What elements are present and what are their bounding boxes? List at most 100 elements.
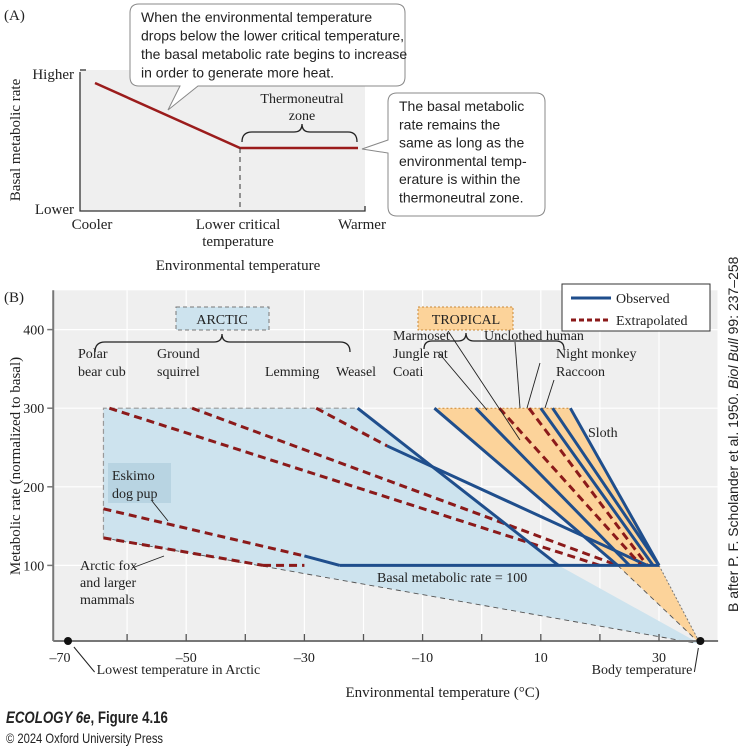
species-label: Jungle rat xyxy=(393,347,448,362)
callout-right-line: The basal metabolic xyxy=(399,98,524,114)
tropical-extrapolation-line xyxy=(617,565,701,645)
tropical-region xyxy=(434,408,701,644)
arctic-brace xyxy=(94,333,351,353)
species-label: and larger xyxy=(80,576,136,591)
species-label: Polar xyxy=(78,347,108,362)
x-tick-label: –30 xyxy=(293,651,315,666)
arctic-boundary xyxy=(102,407,358,538)
y-tick-label: 400 xyxy=(23,324,44,339)
species-label: Coati xyxy=(393,365,423,380)
label-leader-line xyxy=(437,351,488,411)
legend-observed-label: Observed xyxy=(616,292,670,307)
series-night-monkey xyxy=(539,407,655,567)
observed-segment xyxy=(474,407,631,567)
species-label: mammals xyxy=(80,593,134,608)
lowest-arctic-marker xyxy=(64,637,72,645)
species-label: Unclothed human xyxy=(484,329,584,344)
body-temperature-label: Body temperature xyxy=(592,663,693,678)
x-tick-label: –10 xyxy=(411,651,433,666)
callout-right-line: same as long as the xyxy=(399,135,525,151)
callout-left-line: in order to generate more heat. xyxy=(141,65,334,81)
panel-a-x-lct-1: Lower critical xyxy=(196,217,281,233)
series-sloth xyxy=(569,407,661,567)
observed-segment xyxy=(304,554,341,567)
observed-segment xyxy=(539,407,655,567)
species-label: Ground xyxy=(157,347,200,362)
panel-a-x-cooler: Cooler xyxy=(72,217,113,233)
panel-a-tnz-label-1: Thermoneutral xyxy=(260,92,343,107)
species-label: dog pup xyxy=(112,487,158,502)
panel-b-xlabel: Environmental temperature (°C) xyxy=(345,685,539,701)
panel-b-label: (B) xyxy=(4,290,24,306)
series-jungle-rat xyxy=(474,407,631,567)
panel-a-x-lct-2: temperature xyxy=(202,234,274,250)
series-weasel xyxy=(356,407,560,567)
panel-a-tnz-label-2: zone xyxy=(289,109,315,124)
label-leader-line xyxy=(544,379,555,409)
extrapolated-segment xyxy=(191,406,619,567)
x-tick-label: 10 xyxy=(534,651,548,666)
observed-segment xyxy=(356,407,560,567)
legend-box xyxy=(561,283,711,332)
extrapolated-segment xyxy=(498,407,643,567)
callout-bubble xyxy=(129,3,406,111)
basal-line-label: Basal metabolic rate = 100 xyxy=(377,571,527,586)
source-authors: B after P. F. Scholander et al. 1950. xyxy=(725,389,741,612)
species-label: Marmoset xyxy=(393,329,450,344)
species-label: Arctic fox xyxy=(80,559,137,574)
tropical-label: TROPICAL xyxy=(432,313,500,328)
credit-book: ECOLOGY 6e xyxy=(6,708,91,727)
series-arctic-fox-and-larger-mammals xyxy=(103,536,305,567)
source-citation: B after P. F. Scholander et al. 1950. Bi… xyxy=(725,256,741,612)
tropical-boundary-right xyxy=(658,565,701,645)
source-journal: Biol Bull xyxy=(725,337,741,388)
body-temperature-marker xyxy=(696,637,705,645)
legend: Observed Extrapolated xyxy=(561,283,711,332)
panel-a-y-high: Higher xyxy=(32,67,74,83)
lowest-arctic-label: Lowest temperature in Arctic xyxy=(97,663,261,678)
extrapolated-segment xyxy=(315,406,388,448)
arctic-extrapolation-line xyxy=(103,537,701,645)
label-leader-line xyxy=(131,555,165,569)
y-tick-label: 300 xyxy=(23,402,44,417)
eskimo-label-bg xyxy=(108,463,171,503)
series-marmoset xyxy=(498,407,643,567)
arctic-box xyxy=(175,306,270,331)
species-label: Weasel xyxy=(336,365,376,380)
panel-a-xlabel: Environmental temperature xyxy=(156,258,321,274)
series-polar-bear-cub xyxy=(108,406,601,567)
panel-a-ylabel: Basal metabolic rate xyxy=(8,78,24,201)
y-tick-label: 100 xyxy=(23,559,44,574)
callout-right-line: environmental temp- xyxy=(399,153,527,169)
species-label: bear cub xyxy=(78,365,126,380)
panel-a-y-low: Lower xyxy=(35,202,74,218)
copyright: © 2024 Oxford University Press xyxy=(6,730,164,746)
source-pages: 99: 237–258 xyxy=(725,256,741,338)
callout-left-line: drops below the lower critical temperatu… xyxy=(141,28,404,44)
label-leader-line xyxy=(151,500,169,522)
species-label: Night monkey xyxy=(556,347,637,362)
tropical-brace xyxy=(423,332,565,350)
y-tick-label: 200 xyxy=(23,481,44,496)
panel-a-tnz-brace xyxy=(241,123,358,143)
x-tick-label: –70 xyxy=(49,651,71,666)
panel-a-axes xyxy=(79,72,366,212)
extrapolated-segment xyxy=(103,536,264,567)
series-eskimo-dog-pup xyxy=(103,507,341,567)
observed-segment xyxy=(569,407,661,567)
callout-right-line: erature is within the xyxy=(399,171,521,187)
label-leader-line xyxy=(447,330,521,441)
series-ground-squirrel xyxy=(191,406,619,567)
x-tick-label: –50 xyxy=(175,651,197,666)
extrapolated-segment xyxy=(527,407,649,567)
extrapolated-segment xyxy=(103,507,305,558)
panel-a-callout-left: When the environmental temperature drops … xyxy=(129,3,407,111)
species-label: Eskimo xyxy=(112,469,155,484)
body-temperature-leader xyxy=(693,647,699,673)
callout-left-line: When the environmental temperature xyxy=(141,9,372,25)
callout-bubble xyxy=(361,92,546,217)
observed-segment xyxy=(551,407,661,567)
legend-extrapolated-label: Extrapolated xyxy=(616,314,688,329)
